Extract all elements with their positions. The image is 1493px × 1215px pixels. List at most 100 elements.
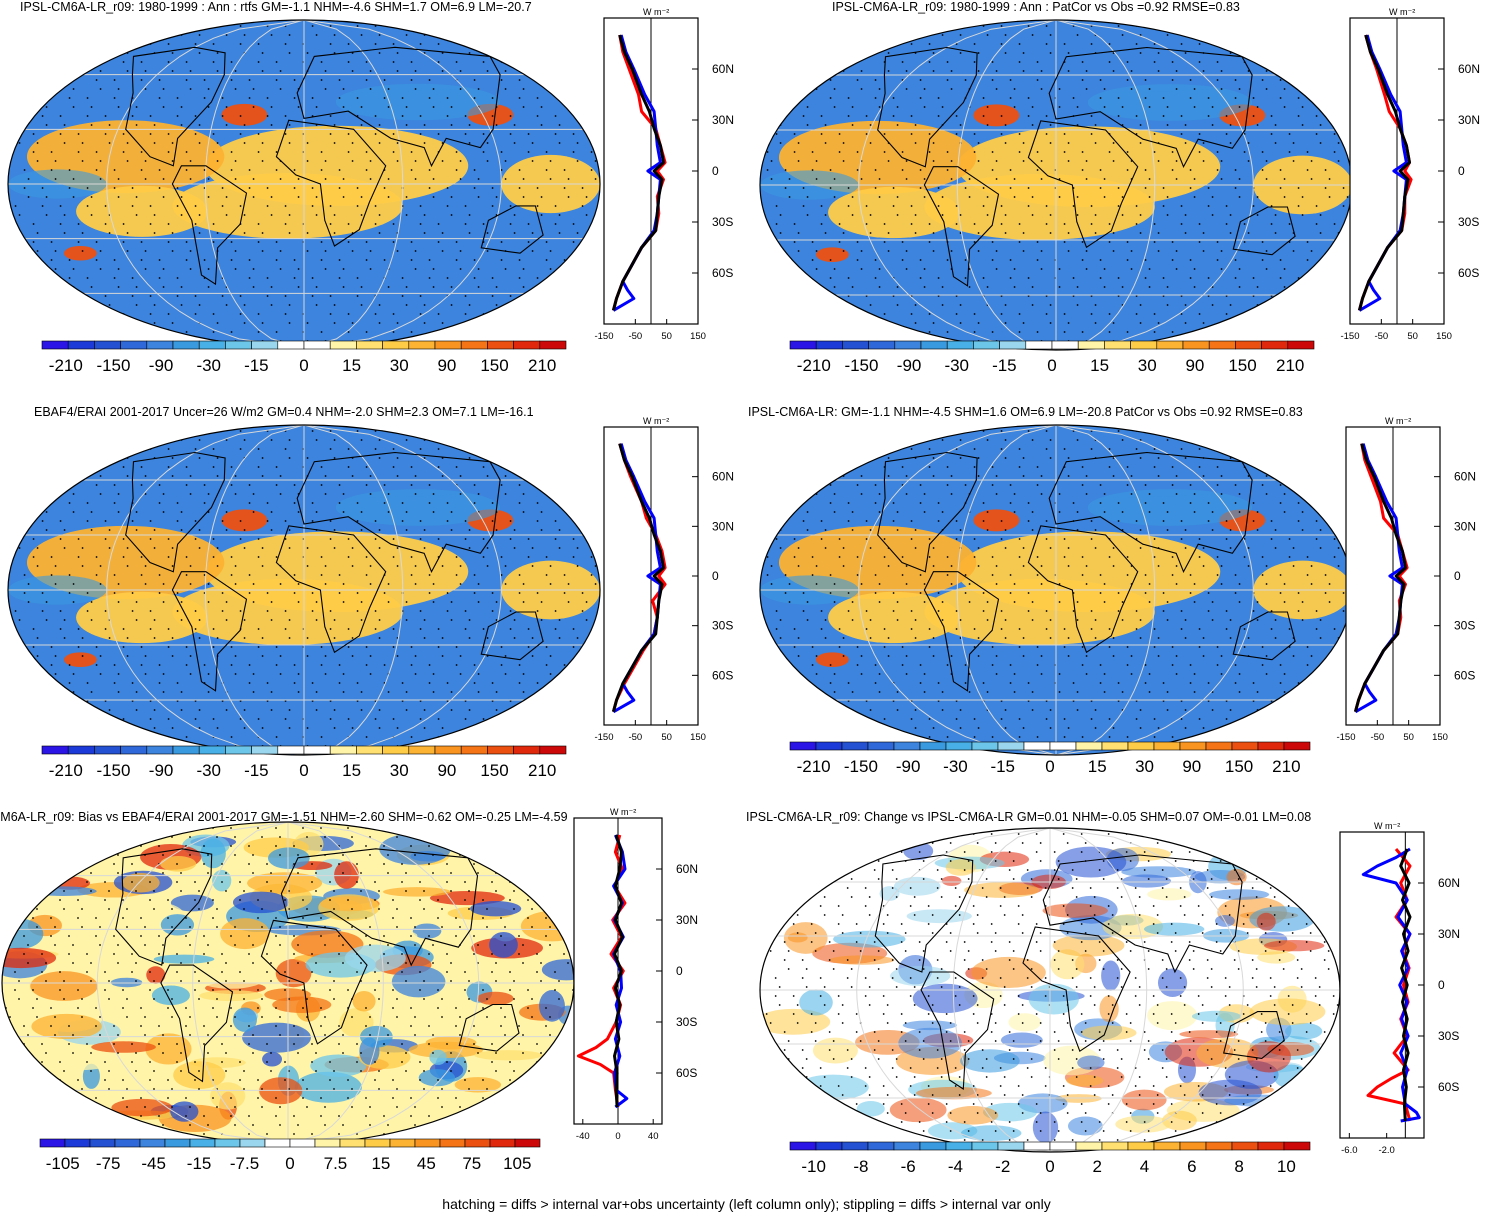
map-anomaly-patch bbox=[960, 1049, 1020, 1073]
panel-title: IPSL-CM6A-LR_r09: Change vs IPSL-CM6A-LR… bbox=[746, 810, 1312, 824]
map-anomaly-patch bbox=[334, 861, 359, 889]
zonal-unit-label: W m⁻² bbox=[1389, 7, 1415, 17]
colorbar-swatch bbox=[513, 340, 541, 350]
colorbar-label: 2 bbox=[1093, 1157, 1102, 1176]
lat-tick-label: 60S bbox=[712, 266, 733, 280]
colorbar-swatch bbox=[1025, 340, 1053, 350]
map-anomaly-patch bbox=[1102, 913, 1164, 940]
map-anomaly-patch bbox=[1067, 1116, 1103, 1136]
zonal-series-black bbox=[1399, 848, 1412, 1122]
colorbar-label: 150 bbox=[480, 761, 508, 780]
colorbar-swatch bbox=[1182, 340, 1210, 350]
zonal-x-tick-label: -150 bbox=[594, 732, 613, 743]
map-anomaly-patch bbox=[1246, 1041, 1292, 1073]
colorbar: -210 -150 -90 -30 -15 0 15 30 90 150 210 bbox=[789, 340, 1315, 375]
graticule bbox=[760, 20, 1352, 350]
map bbox=[759, 827, 1341, 1153]
map-anomaly-patch bbox=[915, 1086, 992, 1100]
colorbar-swatch bbox=[945, 1141, 973, 1151]
lat-tick-label: 0 bbox=[676, 964, 683, 978]
map-warm-region bbox=[924, 174, 1155, 240]
coastlines bbox=[877, 46, 1296, 287]
map-anomaly-patch bbox=[470, 900, 522, 917]
colorbar-swatch bbox=[999, 340, 1027, 350]
lat-tick-label: 60N bbox=[712, 470, 734, 484]
lat-tick-label: 60N bbox=[1458, 62, 1480, 76]
colorbar-label: 10 bbox=[1277, 1157, 1296, 1176]
colorbar-label: -210 bbox=[49, 356, 83, 375]
lat-tick-label: 30N bbox=[1438, 927, 1460, 941]
zonal-unit-label: W m⁻² bbox=[1385, 416, 1411, 426]
map-anomaly-patch bbox=[797, 1074, 869, 1100]
map-anomaly-patch bbox=[539, 990, 565, 1022]
colorbar-label: -6 bbox=[901, 1157, 916, 1176]
zonal-mean-plot: W m⁻² 60N 30N 0 30S 60S -150 -50 50 150 bbox=[594, 416, 734, 743]
map-anomaly-patch bbox=[91, 1041, 156, 1053]
colorbar-swatch bbox=[1101, 1141, 1129, 1151]
map-anomaly-patch bbox=[102, 928, 120, 956]
map-anomaly-patch bbox=[111, 1098, 173, 1117]
lat-tick-label: 30N bbox=[712, 519, 734, 533]
zonal-x-tick-label: -50 bbox=[1374, 331, 1388, 342]
zonal-mean-plot: W m⁻² 60N 30N 0 30S 60S -6.0 -2.0 bbox=[1339, 821, 1460, 1156]
colorbar-swatch bbox=[842, 340, 869, 350]
colorbar-swatch bbox=[971, 1141, 999, 1151]
colorbar-swatch bbox=[487, 745, 514, 755]
colorbar-label: -150 bbox=[96, 761, 130, 780]
colorbar-swatch bbox=[997, 1141, 1025, 1151]
colorbar-swatch bbox=[1257, 1141, 1285, 1151]
map-anomaly-patch bbox=[1256, 912, 1276, 931]
colorbar-swatch bbox=[1130, 340, 1158, 350]
lat-tick-label: 30N bbox=[676, 913, 698, 927]
colorbar-swatch bbox=[789, 741, 817, 751]
colorbar-label: -75 bbox=[96, 1154, 121, 1173]
lat-tick-label: 0 bbox=[1454, 569, 1461, 583]
colorbar-swatch bbox=[389, 1138, 416, 1148]
map-anomaly-patch bbox=[160, 914, 195, 936]
zonal-x-tick-label: 0 bbox=[615, 1131, 620, 1142]
map-anomaly-patch bbox=[1101, 960, 1121, 991]
map-anomaly-patch bbox=[1115, 1115, 1171, 1133]
zonal-x-tick-label: -150 bbox=[594, 331, 613, 342]
map-anomaly-patch bbox=[893, 876, 941, 896]
colorbar-swatch bbox=[277, 340, 305, 350]
map-warm-region bbox=[172, 579, 403, 645]
colorbar-swatch bbox=[414, 1138, 441, 1148]
zonal-unit-label: W m⁻² bbox=[643, 416, 669, 426]
graticule bbox=[2, 822, 574, 1144]
colorbar-label: 105 bbox=[503, 1154, 531, 1173]
map-anomaly-patch bbox=[267, 847, 310, 869]
map-anomaly-patch bbox=[151, 985, 190, 1006]
colorbar-swatch bbox=[434, 745, 462, 755]
colorbar-label: -10 bbox=[801, 1157, 826, 1176]
map-anomaly-patch bbox=[199, 990, 263, 1002]
lat-tick-label: 30S bbox=[1458, 215, 1479, 229]
colorbar-label: 210 bbox=[528, 761, 556, 780]
map-warm-region bbox=[924, 579, 1155, 645]
map-anomaly-patch bbox=[902, 1020, 957, 1031]
map-anomaly-patch bbox=[829, 955, 895, 965]
map-warm-region bbox=[815, 652, 849, 667]
colorbar-swatch bbox=[539, 745, 567, 755]
map-anomaly-patch bbox=[960, 1125, 1022, 1142]
zonal-mean-plot: W m⁻² 60N 30N 0 30S 60S -150 -50 50 150 bbox=[594, 7, 734, 342]
map-anomaly-patch bbox=[1066, 1074, 1104, 1087]
colorbar-label: -105 bbox=[46, 1154, 80, 1173]
coastlines bbox=[874, 854, 1285, 1090]
map-anomaly-patch bbox=[1191, 1010, 1242, 1022]
colorbar-swatch bbox=[464, 1138, 491, 1148]
colorbar-swatch bbox=[1049, 741, 1077, 751]
colorbar-swatch bbox=[1257, 741, 1285, 751]
colorbar-label: 15 bbox=[342, 761, 361, 780]
map-anomaly-patch bbox=[1028, 983, 1079, 1015]
lat-tick-label: 60S bbox=[1458, 266, 1479, 280]
map-anomaly-patch bbox=[30, 971, 98, 1001]
colorbar-label: 0 bbox=[1045, 757, 1054, 776]
map-anomaly-patch bbox=[44, 1054, 114, 1071]
colorbar-swatch bbox=[946, 340, 974, 350]
zonal-series-black bbox=[611, 443, 665, 713]
colorbar-swatch bbox=[867, 1141, 895, 1151]
map-anomaly-patch bbox=[1147, 888, 1192, 901]
colorbar-swatch bbox=[815, 1141, 843, 1151]
zonal-x-tick-label: -150 bbox=[1336, 732, 1355, 743]
